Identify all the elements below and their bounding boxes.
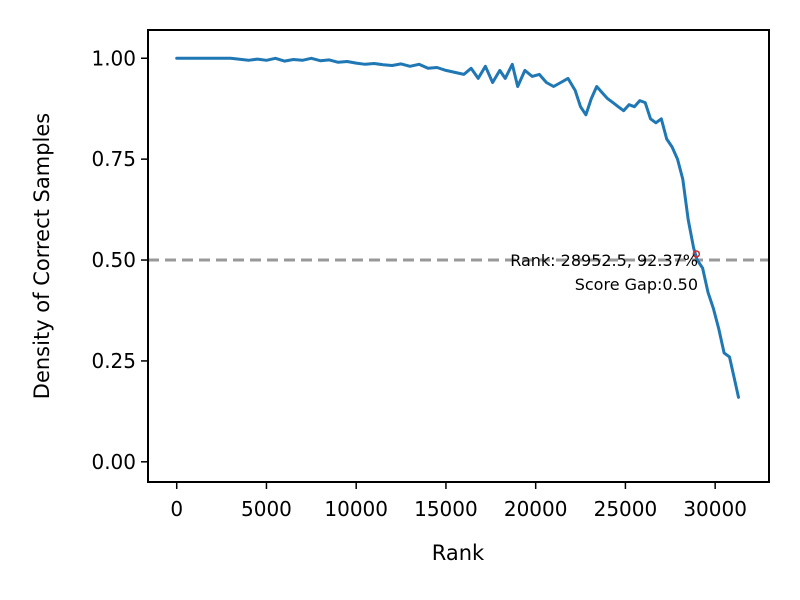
- annotation-rank: Rank: 28952.5, 92.37%: [510, 251, 698, 270]
- plot-area: [148, 56, 769, 399]
- highlight-marker: [692, 250, 701, 258]
- x-tick-label: 25000: [594, 497, 658, 521]
- x-axis: 0 5000 10000 15000 20000 25000 30000: [170, 482, 747, 521]
- plot-frame: [147, 29, 770, 483]
- x-tick-label: 30000: [683, 497, 747, 521]
- x-axis-label: Rank: [432, 541, 485, 565]
- x-tick-label: 0: [170, 497, 183, 521]
- x-tick-label: 5000: [241, 497, 292, 521]
- y-tick-label: 0.00: [91, 450, 136, 474]
- y-axis: 0.00 0.25 0.50 0.75 1.00: [91, 46, 148, 474]
- x-tick-label: 10000: [324, 497, 388, 521]
- y-axis-label: Density of Correct Samples: [30, 113, 54, 399]
- y-tick-label: 0.75: [91, 147, 136, 171]
- annotation-score-gap: Score Gap:0.50: [575, 275, 698, 294]
- y-tick-label: 1.00: [91, 46, 136, 70]
- x-tick-label: 20000: [504, 497, 568, 521]
- x-tick-label: 15000: [414, 497, 478, 521]
- series-line-0: [175, 56, 740, 399]
- y-tick-label: 0.50: [91, 248, 136, 272]
- y-tick-label: 0.25: [91, 349, 136, 373]
